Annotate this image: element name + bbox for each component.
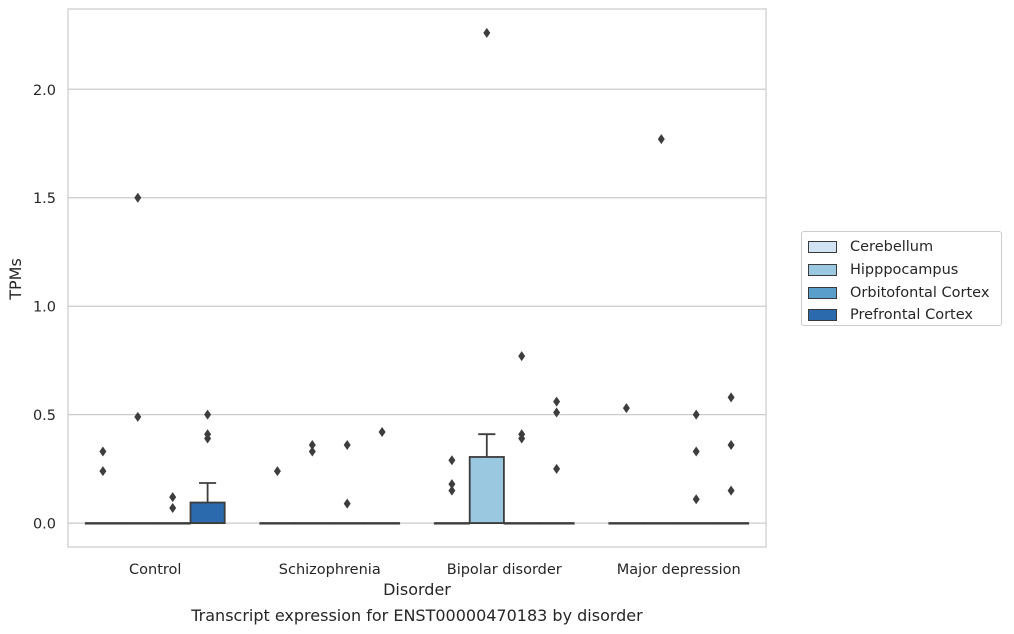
x-axis-label: Disorder [383,580,451,599]
chart-caption: Transcript expression for ENST0000047018… [191,606,643,625]
legend-label-hippocampus: Hipppocampus [850,262,959,279]
outlier-point [622,403,630,414]
outlier-point [204,409,212,420]
outlier-point [169,492,177,503]
legend-label-orbitofrontal: Orbitofontal Cortex [850,284,990,301]
legend-item-prefrontal: Prefrontal Cortex [808,304,1001,327]
legend-swatch-orbitofrontal [808,286,837,299]
outlier-point [448,485,456,496]
x-tick-labels: Control Schizophrenia Bipolar disorder Majo… [129,562,741,578]
outlier-point [134,411,142,422]
outlier-point [553,463,561,474]
outlier-point [553,407,561,418]
outlier-point [727,485,735,496]
legend-item-cerebellum: Cerebellum [808,236,1001,259]
outlier-point [553,396,561,407]
outlier-point [518,429,526,440]
legend-swatch-hippocampus [808,264,837,277]
legend: Cerebellum Hipppocampus Orbitofontal Cor… [801,231,1002,326]
plot-frame [67,8,767,548]
legend-label-cerebellum: Cerebellum [850,239,934,256]
grid-lines [68,88,766,524]
outlier-point [343,440,351,451]
y-tick-label: 0.0 [33,517,56,533]
outlier-point [134,192,142,203]
box-body [189,501,226,525]
box-body [468,456,505,525]
legend-item-orbitofrontal: Orbitofontal Cortex [808,281,1001,304]
outlier-point [692,494,700,505]
outlier-point [657,134,665,145]
outlier-point [169,502,177,513]
outlier-point [343,498,351,509]
y-tick-label: 1.0 [33,300,56,316]
legend-swatch-prefrontal [808,309,837,322]
outlier-point [378,427,386,438]
outlier-point [483,27,491,38]
outlier-point [308,440,316,451]
legend-item-hippocampus: Hipppocampus [808,259,1001,282]
outlier-point [692,446,700,457]
legend-swatch-cerebellum [808,241,837,254]
outlier-point [518,351,526,362]
legend-label-prefrontal: Prefrontal Cortex [850,307,973,324]
y-tick-label: 2.0 [33,83,56,99]
outlier-point [99,466,107,477]
plot-marks [84,27,750,525]
outlier-point [448,455,456,466]
x-tick-label: Schizophrenia [279,562,381,578]
outlier-point [308,446,316,457]
x-tick-label: Bipolar disorder [447,562,562,578]
outlier-point [448,479,456,490]
outlier-point [204,429,212,440]
x-tick-label: Major depression [617,562,741,578]
outlier-point [692,409,700,420]
y-tick-label: 0.5 [33,408,56,424]
outlier-point [99,446,107,457]
x-tick-label: Control [129,562,181,578]
y-tick-label: 1.5 [33,191,56,207]
y-tick-labels: 0.0 0.5 1.0 1.5 2.0 [33,83,56,533]
outlier-point [727,440,735,451]
y-axis-label: TPMs [6,258,25,301]
outlier-point [273,466,281,477]
outlier-point [727,392,735,403]
